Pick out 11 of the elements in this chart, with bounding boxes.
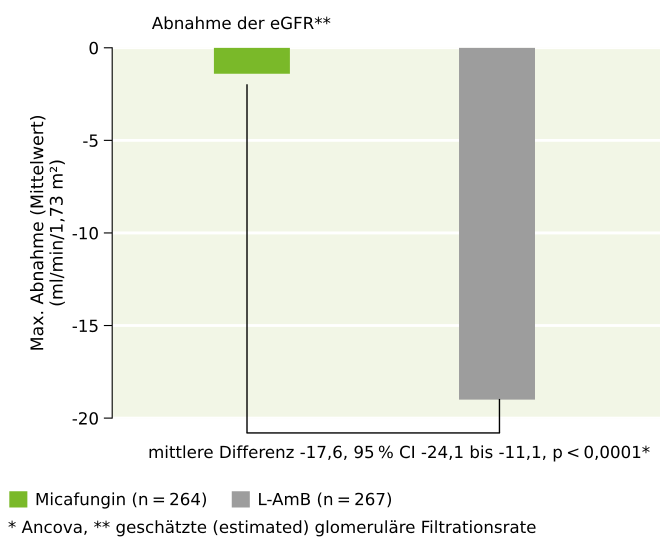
- y-tick-label: -5: [83, 134, 98, 147]
- y-tick-label: -15: [72, 320, 98, 332]
- y-axis-title: Max. Abnahme (Mittelwert) (ml/min/1,73 m²): [30, 116, 65, 350]
- chart-title: Abnahme der eGFR**: [152, 16, 330, 30]
- y-tick-label: 0: [90, 42, 98, 54]
- legend-label: Micafungin (n = 264): [36, 492, 206, 509]
- text: * Ancova, ** geschätzte (estimated) glomeruläre Filtrationsrate: [8, 520, 536, 536]
- legend-label: L-AmB (n = 267): [259, 492, 392, 508]
- text: mittlere Differenz -17,6, 95 % CI -24,1 bis -11,1, p < 0,0001*: [150, 445, 650, 462]
- y-tick-label: -10: [72, 226, 98, 240]
- y-tick-label: -20: [72, 412, 98, 425]
